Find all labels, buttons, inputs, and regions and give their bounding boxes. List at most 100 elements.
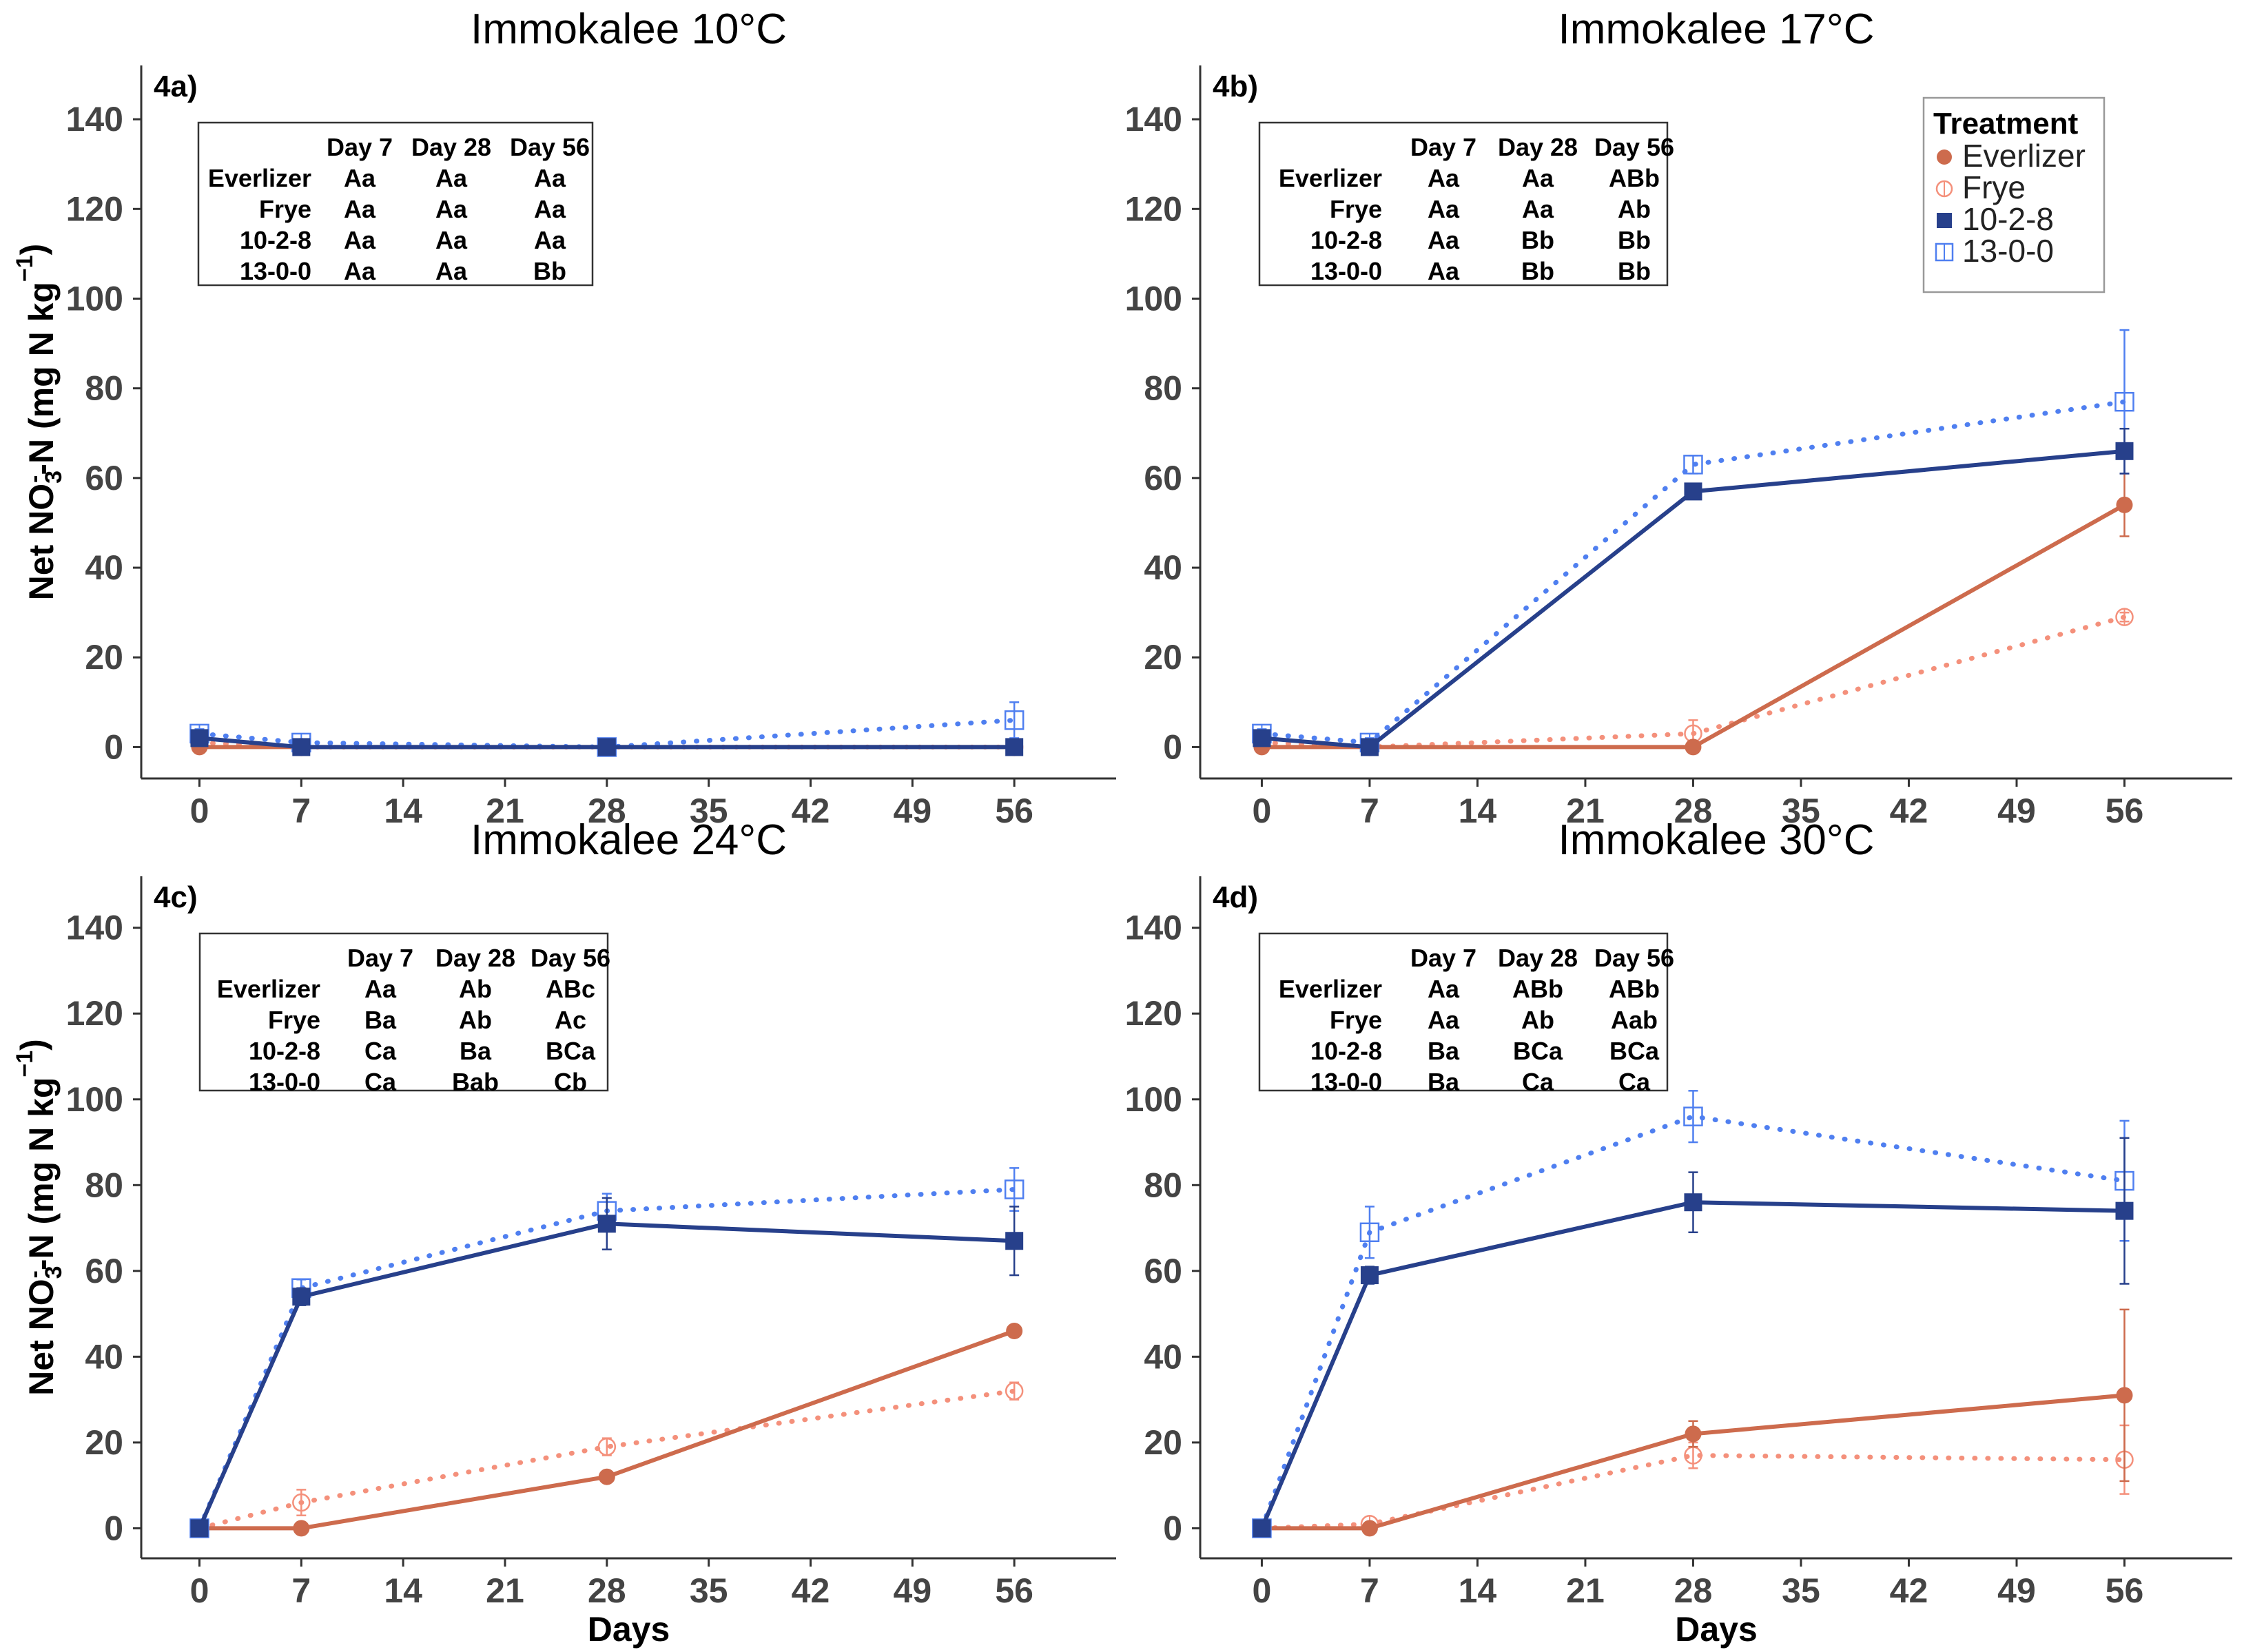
data-point — [1685, 1425, 1702, 1443]
stats-table-row-label: Everlizer — [217, 975, 320, 1003]
data-point — [1005, 1232, 1024, 1250]
panel-label: 4a) — [154, 70, 198, 103]
y-tick-label: 100 — [1125, 1080, 1182, 1119]
legend-label-13-0-0: 13-0-0 — [1962, 233, 2054, 269]
y-tick-label: 40 — [85, 1337, 123, 1376]
stats-table-cell: Aa — [1428, 164, 1460, 192]
stats-table-cell: Ca — [1522, 1068, 1554, 1096]
data-point — [1253, 729, 1271, 747]
panel-4b: Immokalee 17°C 0 20 40 60 80 100 120 140 0 7 14 21 28… — [1125, 6, 2232, 830]
series-line-everlizer — [199, 1329, 1016, 1531]
stats-table-cell: Aa — [344, 195, 376, 223]
y-tick-label: 60 — [85, 1252, 123, 1290]
x-tick-label: 42 — [792, 1571, 830, 1610]
series-10-2-8 — [1253, 428, 2134, 756]
data-point — [1253, 1519, 1271, 1538]
stats-table-cell: Ac — [555, 1006, 586, 1034]
stats-table-row-label: 13-0-0 — [240, 257, 311, 285]
data-point — [598, 1468, 615, 1485]
panel-title: Immokalee 24°C — [471, 816, 787, 864]
stats-table-cell: Aa — [1428, 257, 1460, 285]
stats-table-cell: Ba — [364, 1006, 397, 1034]
x-tick-label: 56 — [995, 1571, 1033, 1610]
stats-table-cell: Ba — [460, 1037, 492, 1065]
stats-table-cell: Aa — [534, 164, 566, 192]
y-tick-label: 80 — [1144, 1166, 1182, 1204]
stats-table: Day 7 Day 28 Day 56 Everlizer Aa Aa Aa Frye Aa Aa… — [197, 121, 594, 287]
stats-table-header: Day 56 — [1594, 944, 1674, 972]
x-tick-label: 56 — [2106, 792, 2144, 830]
stats-table-cell: BCa — [1513, 1037, 1563, 1065]
series-13-0-0 — [1252, 1090, 2134, 1538]
x-tick-label: 35 — [690, 1571, 728, 1610]
y-tick-label: 80 — [1144, 369, 1182, 408]
y-tick-label: 140 — [1125, 909, 1182, 947]
series-line-10-2-8 — [199, 736, 1015, 750]
x-tick-label: 28 — [588, 792, 626, 830]
data-point — [1360, 1266, 1379, 1285]
stats-table-header: Day 7 — [1410, 133, 1476, 161]
stats-table: Day 7 Day 28 Day 56 Everlizer Aa Ab ABc Frye Ba A… — [198, 932, 610, 1096]
stats-table-cell: Bb — [1521, 226, 1554, 254]
stats-table-cell: Ab — [459, 1006, 492, 1034]
x-tick-label: 14 — [384, 1571, 422, 1610]
data-point — [1005, 738, 1024, 756]
stats-table-cell: Bab — [452, 1068, 499, 1096]
data-point — [597, 1215, 616, 1233]
y-tick-label: 60 — [1144, 1252, 1182, 1290]
legend-title: Treatment — [1933, 107, 2079, 141]
y-tick-label: 80 — [85, 369, 123, 408]
x-axis-label: Days — [588, 1610, 670, 1649]
x-tick-label: 14 — [384, 792, 422, 830]
stats-table-row-label: 10-2-8 — [1310, 226, 1382, 254]
stats-table-frame — [1258, 932, 1669, 1092]
stats-table-row-label: 13-0-0 — [1310, 257, 1382, 285]
stats-table-cell: Ca — [364, 1068, 397, 1096]
stats-table-cell: Ca — [1618, 1068, 1651, 1096]
x-tick-label: 21 — [1566, 792, 1605, 830]
series-line-everlizer — [1262, 503, 2125, 750]
x-tick-label: 56 — [995, 792, 1033, 830]
x-tick-label: 0 — [190, 792, 209, 830]
y-tick-label: 0 — [104, 1509, 123, 1547]
stats-table-header: Day 7 — [347, 944, 413, 972]
series-10-2-8 — [190, 1197, 1024, 1538]
data-point — [2116, 496, 2133, 513]
x-tick-label: 0 — [1253, 1571, 1272, 1610]
stats-table-row-label: Everlizer — [208, 164, 311, 192]
x-axis-label: Days — [1675, 1610, 1758, 1649]
y-tick-label: 60 — [1144, 459, 1182, 497]
data-point — [292, 1288, 311, 1306]
x-tick-label: 35 — [1782, 792, 1820, 830]
stats-table-row-label: 10-2-8 — [249, 1037, 320, 1065]
stats-table-cell: Bb — [1521, 257, 1554, 285]
stats-table-cell: Aa — [435, 257, 468, 285]
legend-frame — [1922, 96, 2106, 293]
stats-table-cell: Aa — [344, 257, 376, 285]
x-tick-label: 42 — [792, 792, 830, 830]
y-tick-label: 20 — [1144, 1423, 1182, 1462]
stats-table-cell: BCa — [546, 1037, 596, 1065]
stats-table-cell: Aa — [344, 226, 376, 254]
stats-table-cell: Aa — [344, 164, 376, 192]
data-point — [1684, 482, 1702, 501]
y-tick-label: 140 — [1125, 100, 1182, 138]
y-tick-label: 140 — [66, 909, 123, 947]
x-tick-label: 28 — [1674, 1571, 1713, 1610]
stats-table-cell: Bb — [1618, 226, 1651, 254]
panel-title: Immokalee 10°C — [471, 6, 787, 53]
data-point — [1685, 739, 1702, 756]
y-axis-label: Net NO3--N (mg N kg−1) — [12, 244, 67, 601]
stats-table-frame — [1258, 121, 1669, 287]
panel-4a: Immokalee 10°C 0 20 40 60 80 100 120 140 0 7 14 21 28… — [12, 6, 1116, 830]
stats-table-row-label: 13-0-0 — [1310, 1068, 1382, 1096]
y-tick-label: 100 — [66, 279, 123, 318]
series-10-2-8 — [190, 729, 1024, 756]
y-tick-label: 120 — [1125, 994, 1182, 1033]
stats-table-row-label: Frye — [268, 1006, 320, 1034]
x-tick-label: 56 — [2106, 1571, 2144, 1610]
stats-table-cell: Cb — [554, 1068, 587, 1096]
series-line-10-2-8 — [1259, 1200, 2125, 1529]
series-line-everlizer — [1262, 1393, 2125, 1531]
